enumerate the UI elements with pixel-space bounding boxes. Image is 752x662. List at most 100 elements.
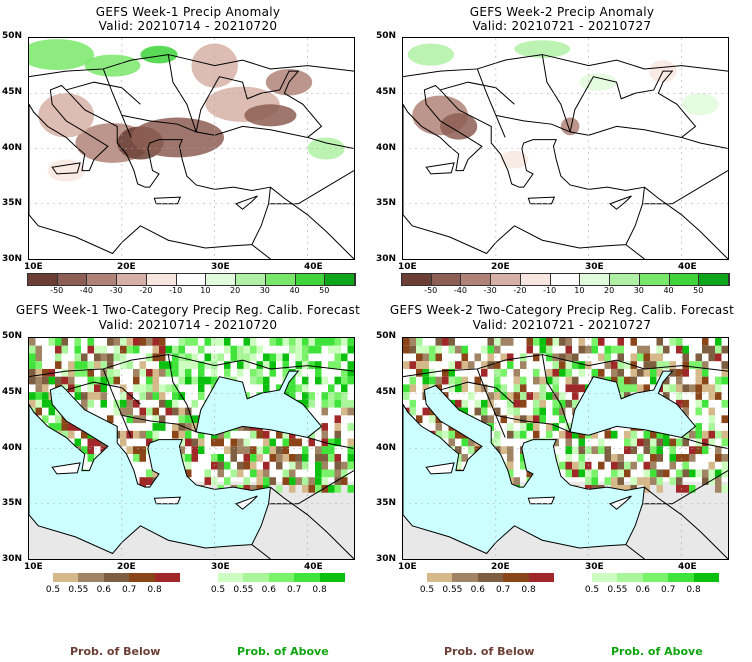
probability-cell (416, 345, 423, 354)
anomaly-region (131, 117, 224, 158)
probability-cell (230, 454, 237, 462)
colorbar-swatch (639, 274, 670, 285)
probability-cell (604, 345, 611, 354)
probability-cell (68, 430, 75, 439)
probability-cell (139, 430, 146, 439)
probability-cell (334, 469, 341, 478)
probability-cell (598, 438, 605, 447)
colorbar-swatch (668, 573, 694, 582)
panel-valid-dates: Valid: 20210714 - 20210720 (98, 19, 278, 33)
probability-cell (715, 376, 722, 385)
probability-cell (546, 430, 553, 439)
probability-cell (637, 438, 644, 447)
probability-cell (302, 376, 309, 385)
probability-cell (165, 368, 172, 377)
panel-week1-anomaly: GEFS Week-1 Precip Anomaly Valid: 202107… (0, 0, 376, 300)
probability-cell (533, 430, 540, 439)
probability-cell (198, 345, 205, 354)
probability-cell (61, 338, 68, 346)
probability-cell (250, 430, 257, 439)
probability-cell (552, 361, 559, 369)
probability-cell (198, 384, 205, 393)
probability-cell (656, 454, 663, 462)
probability-cell (520, 415, 527, 424)
colorbar-label: -40 (453, 286, 467, 295)
probability-cell (474, 407, 481, 416)
probability-cell (282, 454, 289, 462)
probability-cell (682, 454, 689, 462)
probability-cell (165, 407, 172, 416)
probability-cell (48, 376, 55, 385)
probability-cell (481, 407, 488, 416)
probability-cell (565, 345, 572, 354)
probability-cell (409, 384, 416, 393)
colorbar-label: 20 (229, 286, 241, 295)
probability-cell (302, 461, 309, 470)
probability-cell (708, 438, 715, 447)
probability-cell (585, 345, 592, 354)
probability-cell (289, 392, 296, 400)
probability-cell (435, 423, 442, 431)
probability-cell (448, 345, 455, 354)
probability-cell (334, 338, 341, 346)
probability-cell (133, 399, 140, 408)
probability-cell (650, 477, 657, 485)
colorbar-swatch (129, 573, 155, 582)
colorbar-swatch (520, 274, 551, 285)
probability-cell (224, 430, 231, 439)
probability-cell (565, 376, 572, 385)
probability-cell (721, 376, 728, 385)
probability-cell (461, 454, 468, 462)
probability-cell (500, 353, 507, 362)
probability-cell (263, 353, 270, 362)
probability-cell (113, 353, 120, 362)
probability-cell (81, 446, 88, 455)
probability-cell (461, 407, 468, 416)
colorbar-label: 0.5 (419, 585, 435, 595)
probability-cell (308, 484, 315, 493)
probability-cell (289, 345, 296, 354)
probability-cell (715, 345, 722, 354)
probability-cell (328, 399, 335, 408)
probability-cell (507, 469, 514, 478)
probability-cell (289, 338, 296, 346)
probability-cell (94, 345, 101, 354)
probability-cell (617, 345, 624, 354)
probability-cell (682, 461, 689, 470)
probability-cell (263, 376, 270, 385)
probability-cell (302, 338, 309, 346)
probability-cell (682, 368, 689, 377)
probability-cell (146, 338, 153, 346)
probability-cell (295, 345, 302, 354)
probability-cell (539, 392, 546, 400)
probability-cell (211, 438, 218, 447)
probability-cell (513, 368, 520, 377)
probability-cell (35, 392, 42, 400)
probability-cell (507, 392, 514, 400)
probability-cell (533, 392, 540, 400)
probability-cell (598, 446, 605, 455)
probability-cell (146, 368, 153, 377)
probability-cell (494, 376, 501, 385)
probability-cell (289, 454, 296, 462)
probability-cell (100, 399, 107, 408)
probability-cell (695, 368, 702, 377)
probability-cell (120, 399, 127, 408)
probability-cell (133, 345, 140, 354)
probability-cell (211, 376, 218, 385)
probability-cell (643, 430, 650, 439)
probability-cell (334, 376, 341, 385)
probability-cell (513, 399, 520, 408)
probability-cell (565, 461, 572, 470)
above-colorbar (218, 573, 346, 582)
probability-cell (539, 384, 546, 393)
probability-cell (250, 368, 257, 377)
colorbar-swatch (87, 274, 118, 285)
probability-cell (682, 469, 689, 478)
probability-cell (526, 392, 533, 400)
probability-cell (520, 430, 527, 439)
probability-cell (191, 353, 198, 362)
colorbar-label: 0.6 (635, 585, 650, 595)
probability-cell (474, 376, 481, 385)
probability-cell (321, 477, 328, 485)
